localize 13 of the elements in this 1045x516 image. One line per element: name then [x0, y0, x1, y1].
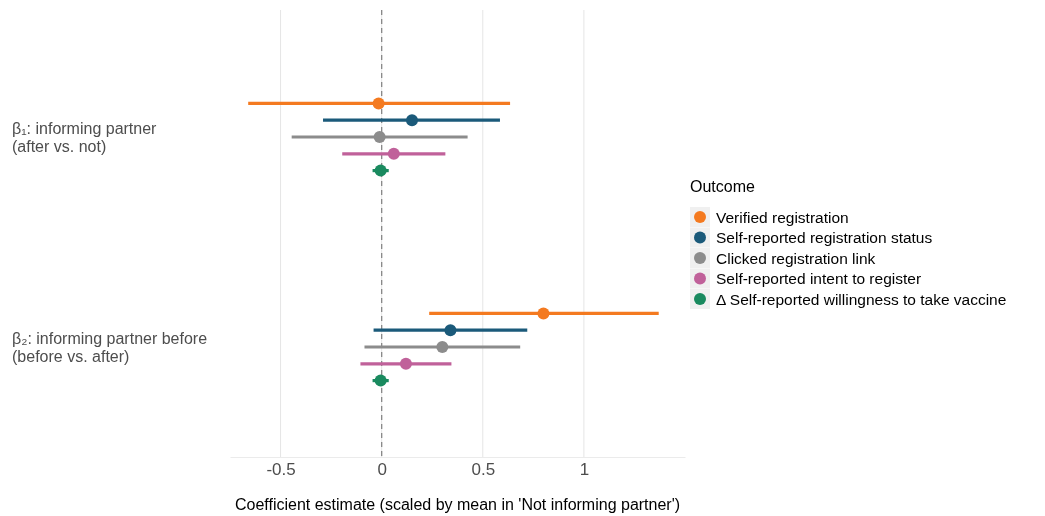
legend-label: Verified registration: [716, 208, 849, 226]
x-tick-label: 1: [579, 460, 590, 480]
x-tick-label: 0.5: [471, 460, 496, 480]
legend-label: Clicked registration link: [716, 249, 876, 267]
legend-label: Δ Self-reported willingness to take vaccine: [716, 290, 1007, 308]
y-tick-label: β₁: informing partner (after vs. not): [12, 120, 158, 155]
x-tick-label: -0.5: [266, 460, 296, 480]
x-tick-label: 0: [377, 460, 387, 480]
y-tick-label: β₂: informing partner before (before vs. after): [12, 330, 208, 365]
x-axis-title: Coefficient estimate (scaled by mean in 'Not informing partner'): [234, 496, 681, 513]
legend-label: Self-reported registration status: [716, 229, 933, 246]
legend-label: Self-reported intent to register: [716, 270, 922, 287]
legend-title: Outcome: [690, 178, 756, 195]
